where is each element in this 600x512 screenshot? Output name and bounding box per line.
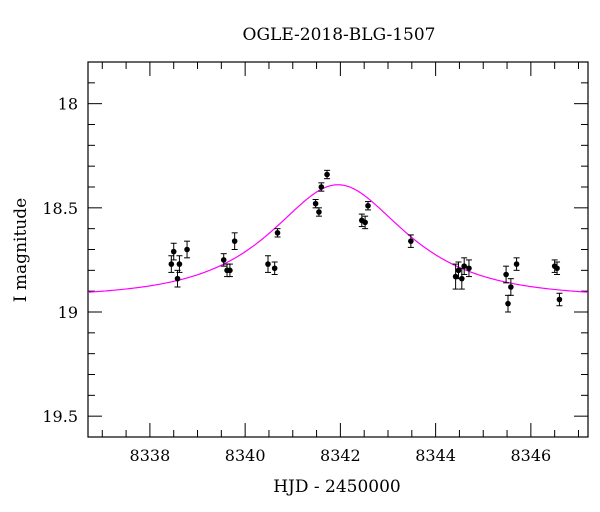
data-point — [556, 296, 563, 303]
x-tick-label: 8342 — [320, 446, 361, 465]
data-point — [176, 261, 183, 267]
model-curve — [87, 184, 589, 293]
data-point — [274, 230, 281, 236]
x-tick-label: 8340 — [225, 446, 266, 465]
data-point — [324, 171, 330, 178]
data-point — [168, 261, 175, 267]
y-tick-label: 19.5 — [42, 407, 78, 426]
data-point — [316, 209, 322, 215]
y-tick-label: 18.5 — [42, 199, 78, 218]
plot-frame — [87, 61, 589, 438]
data-point — [174, 275, 181, 282]
data-point — [265, 261, 271, 267]
x-tick-label: 8338 — [130, 446, 171, 465]
data-point — [554, 265, 560, 272]
y-tick-label: 18 — [58, 95, 78, 114]
plot-area: 8338 8340 8342 8344 8346 18 18.5 19 19.5 — [42, 61, 589, 465]
x-tick-label: 8344 — [415, 446, 456, 465]
data-point — [452, 273, 459, 280]
data-point — [227, 267, 233, 274]
data-point — [461, 263, 467, 269]
data-point — [455, 267, 462, 274]
data-point — [459, 275, 465, 282]
x-tick-label: 8346 — [510, 446, 551, 465]
data-point — [365, 202, 371, 209]
y-tick-label: 19 — [58, 303, 78, 322]
data-point — [271, 265, 278, 272]
data-point — [184, 246, 190, 253]
data-point — [318, 184, 325, 190]
x-axis-label: HJD - 2450000 — [273, 477, 401, 497]
data-point — [408, 238, 414, 244]
data-point — [508, 284, 514, 290]
data-point — [362, 219, 368, 226]
y-axis-label: I magnitude — [11, 198, 31, 302]
chart-title: OGLE-2018-BLG-1507 — [243, 25, 436, 45]
data-point — [513, 261, 520, 267]
data-point — [466, 265, 472, 272]
data-point — [220, 257, 227, 263]
data-point — [231, 238, 238, 244]
data-point — [505, 300, 511, 307]
data-point — [312, 200, 319, 207]
data-point — [170, 248, 177, 255]
data-point — [503, 271, 509, 278]
